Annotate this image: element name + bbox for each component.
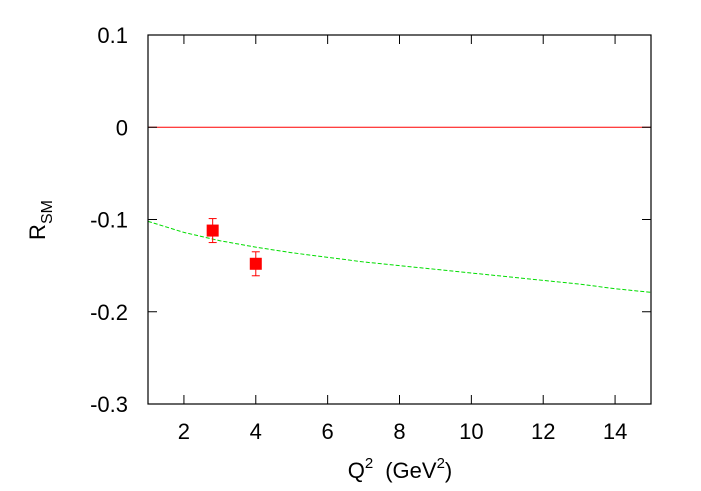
- data-point: [249, 257, 262, 270]
- y-tick-label: -0.3: [90, 392, 128, 417]
- x-tick-label: 8: [393, 419, 405, 444]
- x-label-sup: 2: [365, 455, 373, 472]
- x-tick-label: 4: [250, 419, 262, 444]
- x-label-unit: (GeV: [385, 458, 437, 483]
- y-axis-label: RSM: [25, 200, 56, 240]
- y-tick-label: 0: [116, 115, 128, 140]
- x-tick-label: 14: [603, 419, 627, 444]
- x-tick-label: 6: [322, 419, 334, 444]
- x-tick-label: 12: [531, 419, 555, 444]
- x-label-close: ): [445, 458, 452, 483]
- y-label-base: R: [25, 224, 50, 240]
- x-tick-label: 10: [459, 419, 483, 444]
- y-label-sub: SM: [39, 200, 56, 224]
- y-tick-label: 0.1: [97, 23, 128, 48]
- y-tick-label: -0.1: [90, 208, 128, 233]
- plot-frame: [147, 34, 652, 405]
- y-tick-label: -0.2: [90, 300, 128, 325]
- data-point: [206, 224, 219, 237]
- x-tick-label: 2: [178, 419, 190, 444]
- x-label-unit-sup: 2: [437, 455, 445, 472]
- model-curve: [147, 220, 652, 293]
- x-label-base: Q: [348, 458, 365, 483]
- x-axis-label: Q2 (GeV2): [348, 455, 453, 483]
